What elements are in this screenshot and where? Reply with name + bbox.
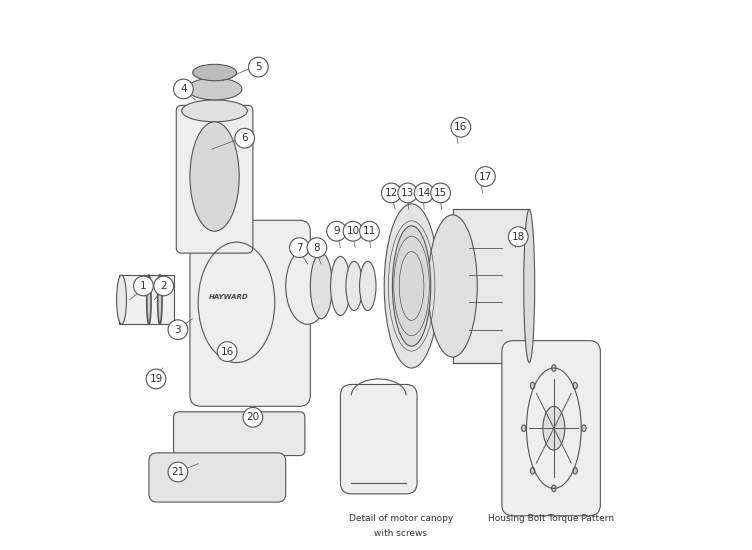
Text: 2: 2 (160, 281, 167, 291)
Circle shape (168, 462, 188, 482)
Ellipse shape (530, 382, 535, 389)
Text: 21: 21 (171, 467, 184, 477)
Text: 4: 4 (180, 84, 186, 94)
Ellipse shape (384, 204, 439, 368)
Circle shape (168, 320, 188, 339)
Circle shape (243, 408, 262, 427)
Circle shape (475, 167, 496, 186)
Ellipse shape (573, 382, 578, 389)
Text: 3: 3 (174, 324, 181, 335)
Circle shape (343, 221, 363, 241)
Text: 17: 17 (479, 172, 492, 182)
Ellipse shape (346, 261, 362, 311)
Ellipse shape (428, 215, 478, 357)
Circle shape (359, 221, 379, 241)
Text: 20: 20 (247, 412, 259, 422)
Text: 1: 1 (140, 281, 147, 291)
Ellipse shape (530, 468, 535, 474)
Ellipse shape (552, 485, 556, 492)
Ellipse shape (543, 406, 565, 450)
Text: 16: 16 (454, 122, 468, 132)
Ellipse shape (190, 122, 239, 231)
Ellipse shape (147, 275, 151, 324)
Circle shape (451, 117, 471, 137)
Text: Detail of motor canopy: Detail of motor canopy (348, 514, 453, 523)
Circle shape (398, 183, 417, 203)
FancyBboxPatch shape (341, 384, 417, 494)
Circle shape (134, 276, 153, 296)
FancyBboxPatch shape (190, 221, 311, 406)
Circle shape (248, 57, 268, 77)
Text: 6: 6 (241, 133, 248, 143)
FancyBboxPatch shape (176, 106, 253, 253)
Text: 7: 7 (296, 243, 303, 252)
Circle shape (381, 183, 401, 203)
Ellipse shape (393, 226, 431, 346)
Circle shape (508, 227, 528, 246)
Ellipse shape (552, 365, 556, 371)
Circle shape (217, 342, 237, 361)
Ellipse shape (182, 100, 247, 122)
Text: 9: 9 (333, 226, 340, 236)
Text: 10: 10 (347, 226, 359, 236)
Text: 5: 5 (255, 62, 262, 72)
Circle shape (290, 238, 309, 257)
FancyBboxPatch shape (149, 453, 286, 502)
Text: 12: 12 (385, 188, 398, 198)
FancyBboxPatch shape (119, 275, 174, 324)
Text: 19: 19 (150, 374, 162, 384)
Ellipse shape (331, 256, 350, 316)
Ellipse shape (522, 425, 526, 432)
Circle shape (414, 183, 434, 203)
Circle shape (307, 238, 327, 257)
Text: HAYWARD: HAYWARD (208, 294, 248, 300)
Ellipse shape (286, 248, 329, 324)
Ellipse shape (117, 275, 126, 324)
Text: 15: 15 (434, 188, 447, 198)
FancyBboxPatch shape (174, 412, 305, 455)
Circle shape (235, 128, 254, 148)
Circle shape (146, 369, 166, 389)
Text: Housing Bolt Torque Pattern: Housing Bolt Torque Pattern (488, 514, 614, 523)
Ellipse shape (359, 261, 376, 311)
Ellipse shape (187, 78, 242, 100)
Circle shape (154, 276, 174, 296)
Circle shape (327, 221, 347, 241)
Ellipse shape (311, 253, 332, 319)
Text: 13: 13 (401, 188, 414, 198)
Text: with screws: with screws (374, 529, 427, 538)
Text: 11: 11 (362, 226, 376, 236)
Ellipse shape (523, 210, 535, 362)
Circle shape (174, 79, 193, 99)
Text: 14: 14 (417, 188, 431, 198)
Circle shape (431, 183, 450, 203)
Ellipse shape (158, 275, 162, 324)
Ellipse shape (582, 425, 586, 432)
Text: 18: 18 (511, 232, 525, 241)
FancyBboxPatch shape (502, 340, 600, 516)
Ellipse shape (193, 64, 236, 81)
Ellipse shape (573, 468, 578, 474)
Text: 8: 8 (314, 243, 320, 252)
FancyBboxPatch shape (453, 210, 529, 362)
Text: 16: 16 (220, 346, 234, 356)
